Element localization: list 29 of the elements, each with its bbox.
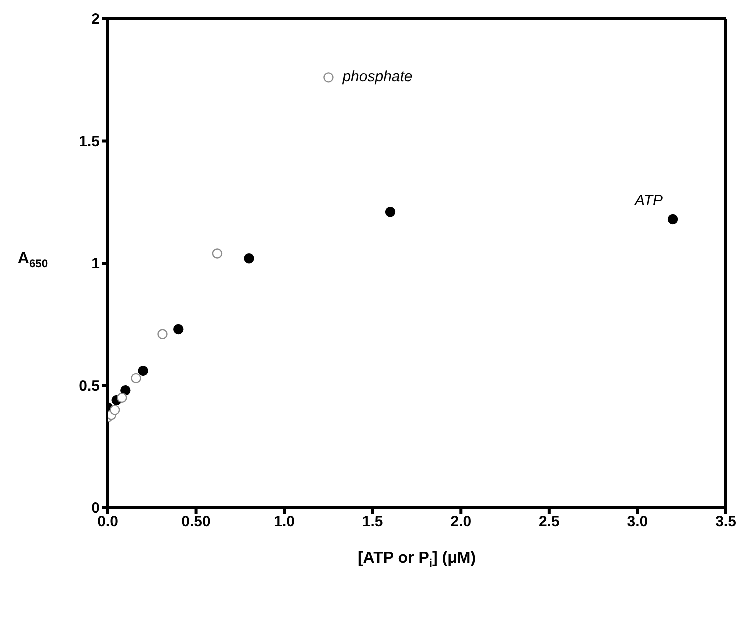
x-axis-title: [ATP or P$_{i}$] (μM)	[358, 550, 476, 570]
x-tick-label: 3.5	[716, 514, 736, 531]
point	[120, 386, 131, 396]
point	[668, 214, 678, 225]
y-tick-label: 1	[92, 256, 100, 272]
y-tick-label: 1.5	[79, 133, 100, 150]
point	[117, 392, 128, 404]
point	[110, 405, 120, 416]
x-tick-label: 1.5	[362, 514, 384, 531]
x-tick-label: 0.0	[98, 514, 118, 531]
point	[212, 248, 223, 259]
point	[324, 72, 334, 83]
x-tick-label: 2.5	[539, 514, 560, 531]
x-tick-label: 3.0	[627, 514, 648, 531]
point	[174, 324, 184, 335]
y-tick-label: 2	[92, 11, 100, 28]
y-axis-title: A$_{650}$	[18, 250, 48, 270]
point	[244, 254, 254, 264]
x-tick-label: 1.0	[274, 514, 295, 531]
point	[131, 373, 142, 384]
series-label: ATP	[634, 192, 664, 210]
x-tick-label: 2.0	[450, 514, 472, 531]
point	[138, 366, 148, 376]
point	[158, 329, 168, 340]
x-tick-label: 0.50	[182, 514, 211, 531]
y-tick-label: 0.5	[79, 378, 100, 395]
point	[385, 207, 396, 218]
series-label: phosphate	[342, 68, 413, 86]
y-tick-label: 0	[92, 500, 100, 517]
